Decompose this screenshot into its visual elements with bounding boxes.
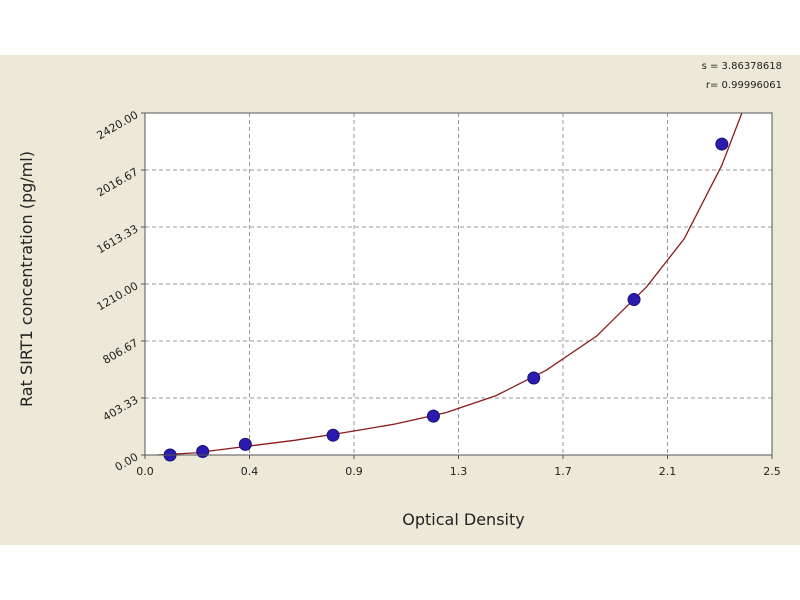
y-axis-title: Rat SIRT1 concentration (pg/ml) bbox=[17, 151, 36, 407]
data-point bbox=[326, 428, 340, 442]
stat-s-value: s = 3.86378618 bbox=[702, 61, 782, 72]
y-tick-label: 806.67 bbox=[101, 336, 141, 367]
x-tick-label: 0.9 bbox=[345, 465, 363, 478]
y-tick-label: 2420.00 bbox=[95, 108, 141, 142]
data-point bbox=[426, 409, 440, 423]
x-tick-label: 0.0 bbox=[136, 465, 154, 478]
stat-r-value: r= 0.99996061 bbox=[706, 80, 782, 91]
gridlines bbox=[141, 112, 773, 459]
x-tick-label: 1.7 bbox=[554, 465, 572, 478]
y-tick-label: 2016.67 bbox=[95, 165, 141, 199]
data-point bbox=[196, 444, 210, 458]
x-tick-label: 2.5 bbox=[763, 465, 781, 478]
x-tick-labels: 0.0 0.4 0.9 1.3 1.7 2.1 2.5 bbox=[136, 465, 781, 478]
data-point bbox=[627, 293, 641, 307]
fit-curve-layer bbox=[157, 112, 743, 456]
x-tick-label: 1.3 bbox=[450, 465, 468, 478]
y-tick-labels: 0.00403.33806.671210.001613.332016.67242… bbox=[95, 108, 141, 474]
data-point bbox=[715, 137, 729, 151]
y-tick-label: 1613.33 bbox=[95, 222, 141, 256]
plot-frame bbox=[144, 112, 773, 456]
x-tick-label: 2.1 bbox=[659, 465, 677, 478]
x-axis-title: Optical Density bbox=[402, 510, 524, 529]
y-tick-label: 1210.00 bbox=[95, 279, 141, 313]
fit-curve bbox=[157, 112, 743, 456]
x-tick-label: 0.4 bbox=[241, 465, 259, 478]
y-tick-label: 403.33 bbox=[101, 393, 141, 424]
data-point bbox=[238, 437, 252, 451]
data-point bbox=[527, 371, 541, 385]
